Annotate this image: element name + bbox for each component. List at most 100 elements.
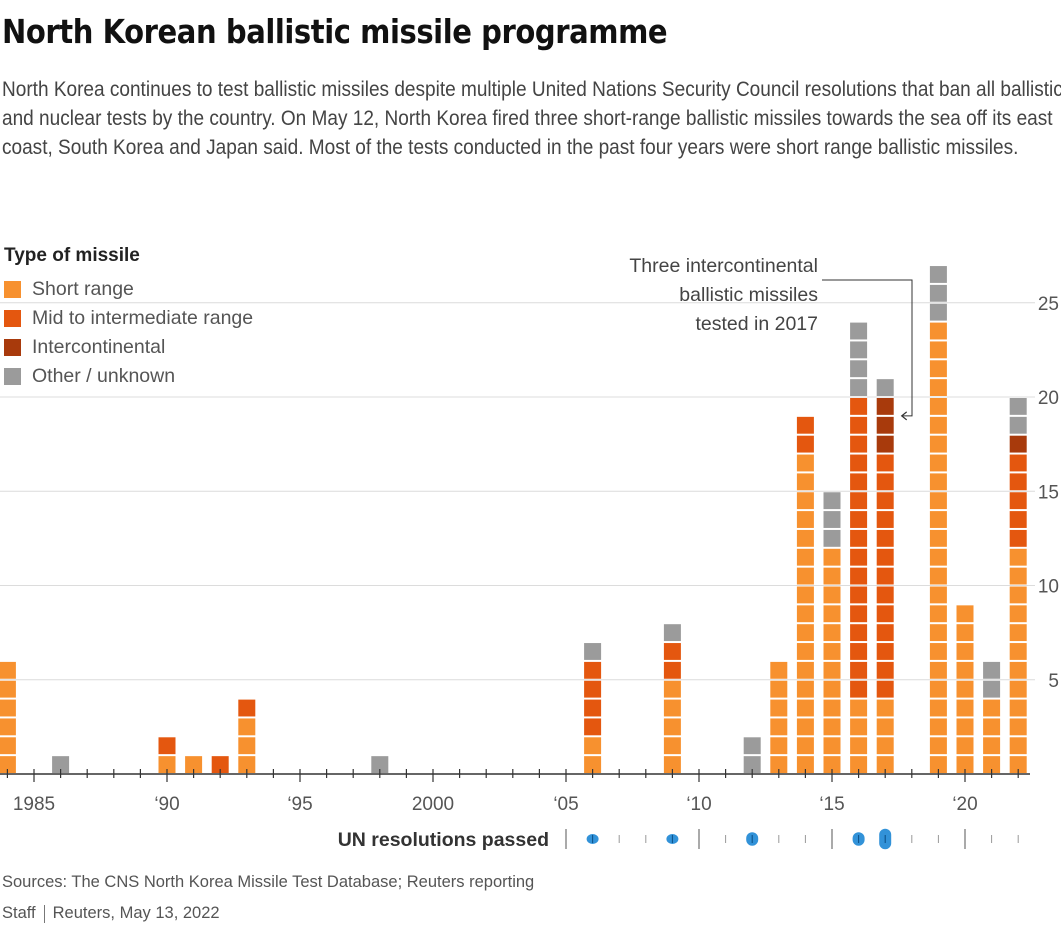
- bar-segment: [770, 661, 788, 679]
- missile-chart: 1985 ‘90 ‘95 2000 ‘05 ‘10 ‘15 ‘20 5 10 15 20 25 Thr…: [0, 255, 1059, 851]
- bar-2006: [584, 643, 602, 773]
- bar-segment: [850, 529, 868, 547]
- bar-segment: [876, 548, 894, 566]
- legend-label: Other / unknown: [32, 365, 176, 387]
- bar-segment: [796, 605, 814, 623]
- legend-swatch: [4, 368, 21, 385]
- bar-segment: [983, 661, 1001, 679]
- bar-segment: [956, 605, 974, 623]
- bar-segment: [929, 680, 947, 698]
- bar-segment: [1009, 529, 1027, 547]
- bar-segment: [158, 756, 176, 773]
- bar-segment: [584, 718, 602, 736]
- bar-segment: [796, 567, 814, 585]
- bar-segment: [663, 737, 681, 755]
- bar-segment: [850, 624, 868, 642]
- bar-segment: [796, 511, 814, 528]
- bar-segment: [876, 529, 894, 547]
- chart-title: North Korean ballistic missile programme: [2, 12, 668, 51]
- bar-segment: [850, 341, 868, 359]
- bar-segment: [983, 680, 1001, 698]
- bar-segment: [1009, 624, 1027, 642]
- bar-segment: [823, 643, 841, 660]
- bar-segment: [876, 661, 894, 679]
- bar-segment: [796, 473, 814, 491]
- bar-segment: [823, 680, 841, 698]
- bar-segment: [929, 322, 947, 340]
- un-resolutions-row: UN resolutions passed: [338, 828, 1019, 851]
- bar-2016: [850, 322, 868, 773]
- legend-swatch: [4, 310, 21, 327]
- bar-segment: [929, 511, 947, 528]
- bar-segment: [823, 624, 841, 642]
- bar-segment: [850, 661, 868, 679]
- bar-segment: [850, 643, 868, 660]
- bar-segment: [929, 492, 947, 510]
- legend-label: Intercontinental: [32, 336, 166, 358]
- bar-segment: [1009, 435, 1027, 453]
- x-axis: 1985 ‘90 ‘95 2000 ‘05 ‘10 ‘15 ‘20: [0, 769, 1030, 815]
- bar-segment: [584, 661, 602, 679]
- credit-line: Staff Reuters, May 13, 2022: [2, 904, 220, 923]
- bar-segment: [158, 737, 176, 755]
- bar-segment: [850, 398, 868, 415]
- annotation-text: Three intercontinental: [629, 255, 818, 277]
- bar-segment: [823, 567, 841, 585]
- legend-item-other: Other / unknown: [4, 362, 253, 391]
- bar-segment: [584, 680, 602, 698]
- bar-segment: [850, 435, 868, 453]
- bar-segment: [850, 586, 868, 604]
- bar-segment: [929, 643, 947, 660]
- bar-segment: [743, 737, 761, 755]
- bar-segment: [850, 756, 868, 773]
- bar-segment: [796, 529, 814, 547]
- bar-segment: [770, 756, 788, 773]
- bar-segment: [823, 529, 841, 547]
- bar-segment: [850, 548, 868, 566]
- un-resolutions-label: UN resolutions passed: [338, 829, 549, 851]
- bar-segment: [584, 643, 602, 660]
- y-tick-label: 15: [1038, 482, 1059, 503]
- bar-segment: [929, 548, 947, 566]
- bar-segment: [1009, 699, 1027, 717]
- bar-segment: [1009, 567, 1027, 585]
- bar-segment: [1009, 511, 1027, 528]
- x-tick-label: ‘90: [154, 794, 179, 815]
- bar-segment: [663, 661, 681, 679]
- bar-segment: [850, 680, 868, 698]
- bar-segment: [929, 737, 947, 755]
- bar-segment: [663, 680, 681, 698]
- legend-swatch: [4, 339, 21, 356]
- credit-separator: [43, 904, 45, 923]
- bar-segment: [796, 624, 814, 642]
- bar-segment: [876, 680, 894, 698]
- credit-outlet: Reuters, May 13, 2022: [52, 904, 220, 922]
- annotation-arrowhead: [900, 411, 908, 421]
- bar-segment: [929, 586, 947, 604]
- bar-segment: [1009, 737, 1027, 755]
- bar-2015: [823, 492, 841, 773]
- bar-segment: [929, 756, 947, 773]
- bar-1986: [52, 756, 70, 773]
- bar-segment: [876, 756, 894, 773]
- bar-segment: [929, 284, 947, 302]
- bar-segment: [956, 624, 974, 642]
- bar-segment: [876, 624, 894, 642]
- y-axis-labels: 5 10 15 20 25: [1038, 294, 1059, 692]
- bar-segment: [850, 454, 868, 472]
- bar-segment: [796, 548, 814, 566]
- bar-segment: [823, 492, 841, 510]
- bar-1990: [158, 737, 176, 773]
- legend-item-mid-range: Mid to intermediate range: [4, 304, 253, 333]
- bar-segment: [956, 756, 974, 773]
- bar-2012: [743, 737, 761, 773]
- bar-segment: [876, 737, 894, 755]
- bar-segment: [584, 737, 602, 755]
- bar-segment: [796, 718, 814, 736]
- y-tick-label: 20: [1038, 388, 1059, 409]
- bar-segment: [850, 567, 868, 585]
- bar-segment: [1009, 454, 1027, 472]
- legend-swatch: [4, 281, 21, 298]
- bar-segment: [1009, 661, 1027, 679]
- bar-segment: [663, 756, 681, 773]
